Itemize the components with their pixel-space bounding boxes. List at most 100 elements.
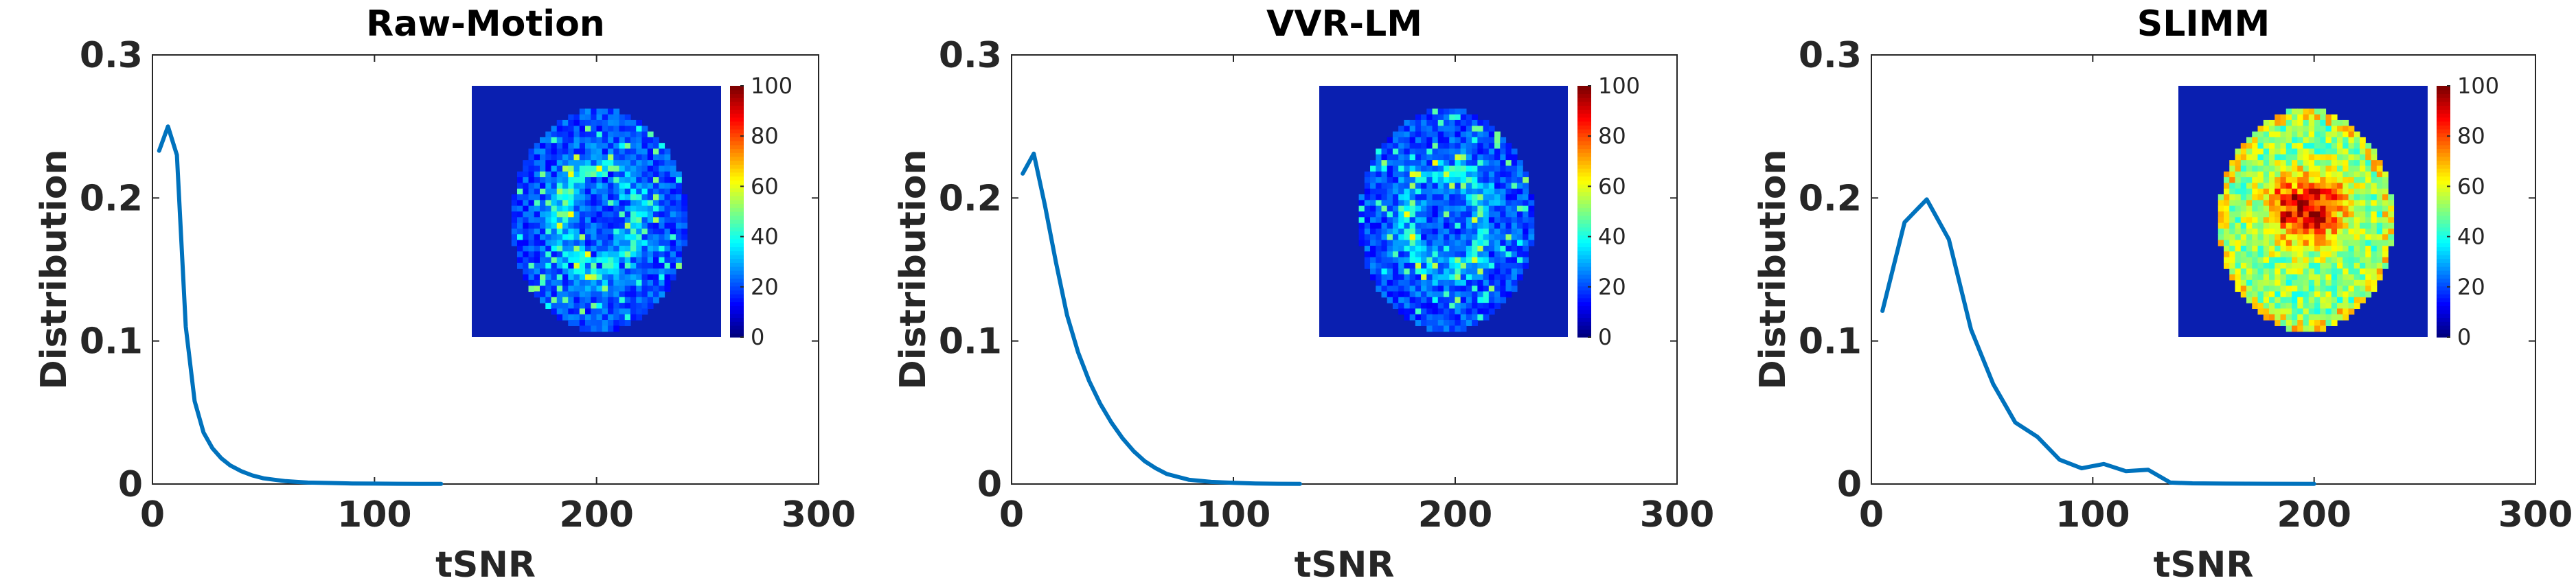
heatmap-cell <box>579 108 586 115</box>
heatmap-cell <box>1370 245 1376 252</box>
colorbar-segment <box>2437 274 2450 279</box>
heatmap-cell <box>523 177 529 184</box>
heatmap-cell <box>659 262 665 269</box>
heatmap-cell <box>613 108 620 115</box>
heatmap-cell <box>2348 177 2355 184</box>
heatmap-cell <box>641 137 648 143</box>
heatmap-cell <box>2269 245 2275 252</box>
heatmap-cell <box>1477 188 1484 195</box>
heatmap-cell <box>1460 114 1467 121</box>
heatmap-cell <box>596 194 603 200</box>
heatmap-cell <box>1488 126 1495 133</box>
heatmap-cell <box>579 143 586 150</box>
heatmap-cell <box>2240 274 2247 281</box>
colorbar-segment <box>2437 160 2450 165</box>
heatmap-cell <box>641 211 648 218</box>
heatmap-cell <box>1437 325 1444 332</box>
heatmap-cell <box>2286 286 2292 292</box>
heatmap-cell <box>2360 274 2366 281</box>
heatmap-cell <box>2240 262 2247 269</box>
heatmap-cell <box>2303 137 2310 143</box>
heatmap-cell <box>1387 205 1393 212</box>
heatmap-cell <box>2229 257 2236 264</box>
heatmap-cell <box>2292 325 2298 332</box>
heatmap-cell <box>2353 154 2360 161</box>
heatmap-cell <box>568 114 575 121</box>
heatmap-cell <box>664 211 671 218</box>
heatmap-cell <box>2314 303 2321 310</box>
colorbar-segment <box>1577 203 1591 208</box>
heatmap-cell <box>1500 234 1507 241</box>
heatmap-cell <box>2240 222 2247 229</box>
heatmap-cell <box>2325 251 2332 258</box>
heatmap-cell <box>2371 188 2378 195</box>
heatmap-cell <box>1404 245 1411 252</box>
heatmap-cell <box>1409 234 1416 241</box>
heatmap-cell <box>2337 268 2343 275</box>
heatmap-cell <box>647 279 654 286</box>
heatmap-cell <box>1472 217 1478 224</box>
heatmap-cell <box>1444 108 1450 115</box>
heatmap-cell <box>641 274 648 281</box>
heatmap-cell <box>1364 205 1371 212</box>
heatmap-cell <box>1511 160 1518 167</box>
heatmap-cell <box>1483 245 1490 252</box>
heatmap-cell <box>1449 171 1456 178</box>
heatmap-cell <box>1437 200 1444 207</box>
heatmap-cell <box>596 257 603 264</box>
heatmap-cell <box>1449 177 1456 184</box>
heatmap-cell <box>1523 177 1529 184</box>
heatmap-cell <box>2224 217 2230 224</box>
colorbar-segment <box>1577 148 1591 153</box>
heatmap-cell <box>1523 240 1529 246</box>
heatmap-cell <box>1444 320 1450 326</box>
heatmap-cell <box>2353 211 2360 218</box>
heatmap-cell <box>2235 160 2242 167</box>
heatmap-cell <box>1483 126 1490 133</box>
heatmap-cell <box>2297 228 2304 235</box>
heatmap-cell <box>659 211 665 218</box>
heatmap-cell <box>2376 234 2383 241</box>
heatmap-cell <box>602 245 608 252</box>
heatmap-cell <box>528 154 535 161</box>
heatmap-cell <box>1398 274 1405 281</box>
heatmap-cell <box>1364 251 1371 258</box>
heatmap-cell <box>534 183 540 189</box>
heatmap-cell <box>534 205 540 212</box>
heatmap-cell <box>1472 228 1478 235</box>
heatmap-cell <box>1392 251 1399 258</box>
heatmap-cell <box>540 211 546 218</box>
heatmap-cell <box>2376 171 2383 178</box>
heatmap-cell <box>2269 171 2275 178</box>
heatmap-cell <box>1488 257 1495 264</box>
heatmap-cell <box>2343 217 2349 224</box>
heatmap-cell <box>2348 148 2355 155</box>
heatmap-cell <box>2331 119 2338 126</box>
heatmap-cell <box>2353 274 2360 281</box>
heatmap-cell <box>1494 183 1501 189</box>
heatmap-cell <box>2286 308 2292 315</box>
heatmap-cell <box>636 177 643 184</box>
heatmap-cell <box>1477 131 1484 138</box>
heatmap-cell <box>2246 148 2253 155</box>
heatmap-cell <box>1523 217 1529 224</box>
heatmap-cell <box>670 257 676 264</box>
heatmap-cell <box>613 245 620 252</box>
heatmap-cell <box>624 148 631 155</box>
heatmap-cell <box>613 308 620 315</box>
colorbar-segment <box>1577 105 1591 110</box>
heatmap-cell <box>1472 126 1478 133</box>
heatmap-cell <box>647 131 654 138</box>
heatmap-cell <box>613 154 620 161</box>
heatmap-cell <box>2320 297 2327 303</box>
heatmap-cell <box>602 303 608 310</box>
heatmap-cell <box>608 119 614 126</box>
heatmap-cell <box>2303 119 2310 126</box>
heatmap-cell <box>562 183 569 189</box>
heatmap-cell <box>664 251 671 258</box>
heatmap-cell <box>596 126 603 133</box>
heatmap-cell <box>2365 154 2372 161</box>
heatmap-cell <box>1488 143 1495 150</box>
